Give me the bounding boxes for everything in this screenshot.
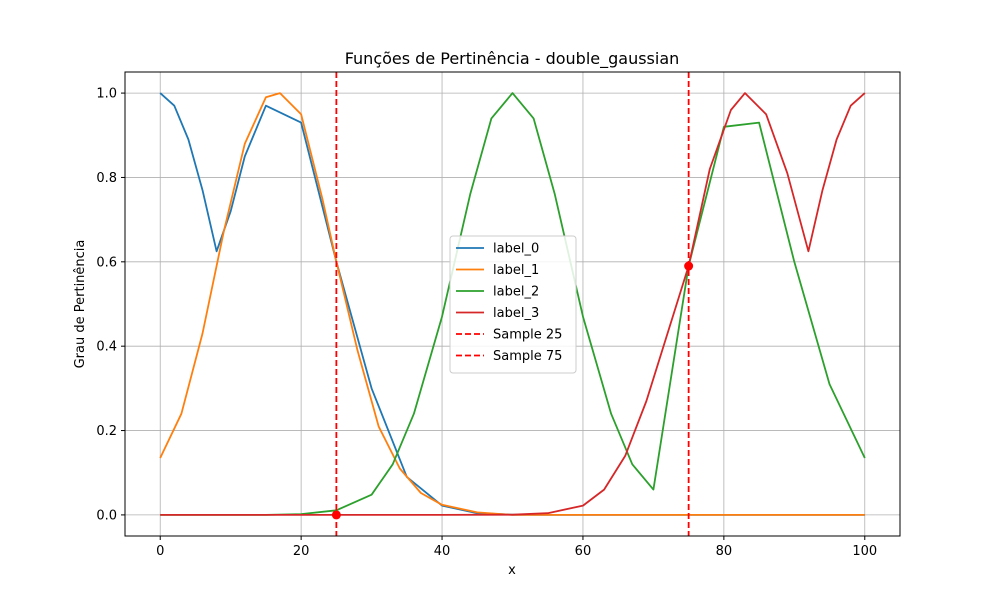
x-tick-label: 80 (716, 544, 733, 559)
x-tick-label: 20 (293, 544, 310, 559)
chart-title: Funções de Pertinência - double_gaussian (345, 49, 680, 69)
y-tick-label: 0.4 (96, 340, 117, 355)
legend: label_0 label_1 label_2 label_3 Sample 25 Sam… (449, 235, 577, 374)
x-tick-label: 100 (852, 544, 877, 559)
legend-label: label_3 (493, 306, 539, 321)
legend-label: Sample 25 (493, 328, 562, 343)
sample-point (331, 510, 341, 520)
y-tick-label: 0.8 (96, 171, 117, 186)
y-tick-label: 0.6 (96, 255, 117, 270)
plot-frame (124, 71, 901, 537)
sample-point (684, 261, 694, 271)
y-tick-label: 0.0 (96, 508, 117, 523)
axis-ticks: 0 20 40 60 80 100 0.0 0.2 0.4 0.6 0.8 1.0 (96, 87, 877, 559)
x-tick-label: 40 (434, 544, 451, 559)
legend-label: label_2 (493, 285, 539, 300)
legend-label: Sample 75 (493, 349, 562, 364)
x-tick-label: 60 (575, 544, 592, 559)
x-axis-label: x (508, 563, 516, 578)
sample-markers (331, 72, 694, 536)
y-tick-label: 0.2 (96, 424, 117, 439)
series-lines (159, 92, 866, 516)
series-line-label_2 (160, 92, 866, 516)
legend-label: label_0 (493, 242, 539, 257)
series-line-label_1 (159, 92, 865, 516)
legend-label: label_1 (493, 263, 539, 278)
y-tick-label: 1.0 (96, 87, 117, 102)
x-tick-label: 0 (156, 544, 164, 559)
y-axis-label: Grau de Pertinência (73, 240, 88, 369)
